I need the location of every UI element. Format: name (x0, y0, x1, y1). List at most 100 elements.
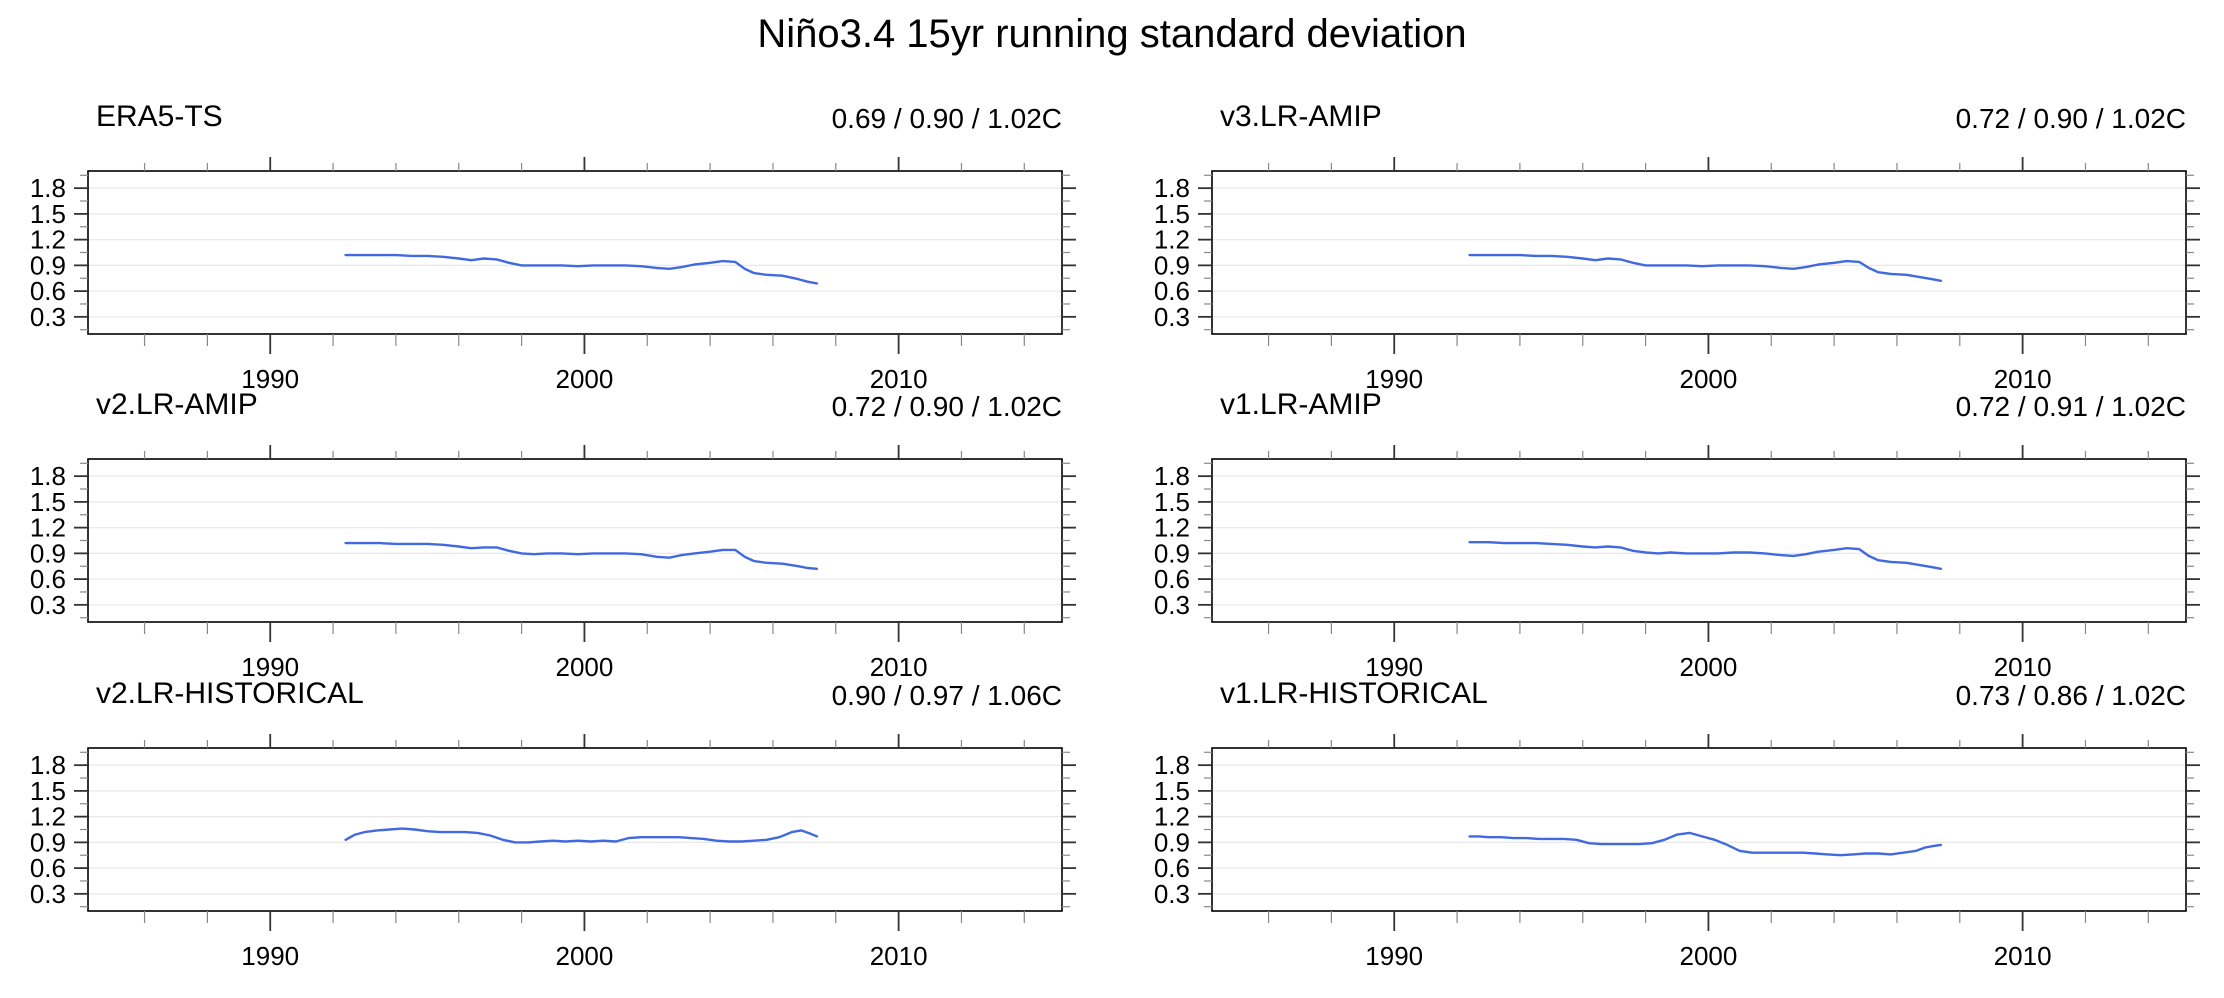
y-tick-label: 0.6 (30, 853, 66, 883)
gridlines (1212, 764, 2186, 895)
x-tick-label: 2000 (1680, 364, 1738, 394)
y-tick-label: 0.9 (30, 827, 66, 857)
tick-labels: 0.30.60.91.21.51.8 1990 2000 2010 (1154, 173, 2052, 394)
x-tick-label: 1990 (241, 364, 299, 394)
data-line (344, 253, 819, 285)
figure-title: Niño3.4 15yr running standard deviation (757, 12, 1467, 56)
plot-frame (1211, 170, 2187, 335)
panel-stats: 0.73 / 0.86 / 1.02C (1955, 680, 2186, 711)
panel-stats: 0.72 / 0.90 / 1.02C (831, 391, 1062, 422)
panel-label: v2.LR-HISTORICAL (96, 677, 364, 710)
tick-labels: 0.30.60.91.21.51.8 1990 2000 2010 (1154, 750, 2052, 971)
axis-ticks (74, 734, 1076, 931)
chart-plot: 0.30.60.91.21.51.8 1990 2000 2010 (30, 445, 1076, 682)
gridlines (88, 187, 1062, 318)
gridlines (1212, 475, 2186, 606)
gridlines (1212, 187, 2186, 318)
axis-ticks (1198, 157, 2200, 354)
subplot-v3-lr-amip: v3.LR-AMIP 0.72 / 0.90 / 1.02C 0.3 0.6 0.9… (1124, 86, 2224, 399)
y-tick-label: 1.8 (1154, 750, 1190, 780)
y-tick-label: 0.3 (30, 879, 66, 909)
x-tick-label: 2000 (1680, 941, 1738, 971)
axis-ticks (74, 445, 1076, 642)
y-tick-label: 0.3 (1154, 879, 1190, 909)
y-tick-label: 0.3 (1154, 302, 1190, 332)
x-tick-label: 2010 (1994, 652, 2052, 682)
chart-plot: 0.30.60.91.21.51.8 1990 2000 2010 (30, 734, 1076, 971)
y-tick-label: 1.2 (1154, 513, 1190, 543)
y-tick-label: 1.8 (30, 173, 66, 203)
y-tick-label: 1.8 (30, 461, 66, 491)
chart-plot: 0.30.60.91.21.51.8 1990 2000 2010 (30, 157, 1076, 394)
y-tick-label: 1.5 (30, 776, 66, 806)
panel-label: v2.LR-AMIP (96, 388, 258, 421)
x-tick-label: 2010 (870, 652, 928, 682)
axis-ticks (1198, 734, 2200, 931)
y-tick-label: 1.5 (1154, 776, 1190, 806)
y-tick-label: 1.2 (30, 802, 66, 832)
tick-labels: 0.30.60.91.21.51.8 1990 2000 2010 (1154, 461, 2052, 682)
chart-plot: 0.30.60.91.21.51.8 1990 2000 2010 (1154, 734, 2200, 971)
y-tick-label: 0.6 (30, 564, 66, 594)
x-tick-label: 1990 (241, 941, 299, 971)
panel-stats: 0.69 / 0.90 / 1.02C (831, 103, 1062, 134)
x-tick-label: 2000 (556, 364, 614, 394)
y-tick-label: 1.2 (30, 513, 66, 543)
data-line (344, 827, 819, 844)
y-tick-label: 1.8 (30, 750, 66, 780)
x-tick-label: 2010 (870, 364, 928, 394)
y-tick-label: 0.3 (1154, 590, 1190, 620)
y-tick-label: 0.9 (30, 250, 66, 280)
panel-label: v1.LR-HISTORICAL (1220, 677, 1488, 710)
y-tick-label: 0.9 (1154, 538, 1190, 568)
plot-frame (87, 747, 1063, 912)
x-tick-label: 2010 (1994, 941, 2052, 971)
chart-plot: 0.30.60.91.21.51.8 1990 2000 2010 (1154, 445, 2200, 682)
data-line (1468, 253, 1943, 283)
gridlines (88, 764, 1062, 895)
x-tick-label: 1990 (241, 652, 299, 682)
y-tick-label: 1.2 (1154, 225, 1190, 255)
y-tick-label: 1.2 (30, 225, 66, 255)
x-tick-label: 2010 (870, 941, 928, 971)
plot-frame (1211, 747, 2187, 912)
plot-frame (87, 458, 1063, 623)
panel-label: v3.LR-AMIP (1220, 100, 1382, 133)
subplot-v2-lr-historical: v2.LR-HISTORICAL 0.90 / 0.97 / 1.06C 0.3… (0, 663, 1100, 976)
y-tick-label: 0.9 (1154, 827, 1190, 857)
y-tick-label: 1.5 (1154, 199, 1190, 229)
panel-label: v1.LR-AMIP (1220, 388, 1382, 421)
tick-labels: 0.30.60.91.21.51.8 1990 2000 2010 (30, 173, 928, 394)
axis-ticks (74, 157, 1076, 354)
panel-stats: 0.72 / 0.91 / 1.02C (1955, 391, 2186, 422)
y-tick-label: 0.6 (30, 276, 66, 306)
axis-ticks (1198, 445, 2200, 642)
x-tick-label: 1990 (1365, 364, 1423, 394)
gridlines (88, 475, 1062, 606)
y-tick-label: 0.6 (1154, 564, 1190, 594)
y-tick-label: 1.8 (1154, 461, 1190, 491)
x-tick-label: 2000 (1680, 652, 1738, 682)
data-line (344, 541, 819, 571)
y-tick-label: 1.8 (1154, 173, 1190, 203)
subplot-era5-ts: ERA5-TS 0.69 / 0.90 / 1.02C 0.3 0.6 0.9 1.2… (0, 86, 1100, 399)
y-tick-label: 0.3 (30, 590, 66, 620)
x-tick-label: 1990 (1365, 652, 1423, 682)
plot-frame (1211, 458, 2187, 623)
plot-frame (87, 170, 1063, 335)
x-tick-label: 1990 (1365, 941, 1423, 971)
y-tick-label: 1.5 (30, 199, 66, 229)
y-tick-label: 0.3 (30, 302, 66, 332)
panel-stats: 0.90 / 0.97 / 1.06C (831, 680, 1062, 711)
panel-stats: 0.72 / 0.90 / 1.02C (1955, 103, 2186, 134)
y-tick-label: 0.6 (1154, 853, 1190, 883)
x-tick-label: 2000 (556, 941, 614, 971)
y-tick-label: 0.9 (1154, 250, 1190, 280)
y-tick-label: 1.2 (1154, 802, 1190, 832)
tick-labels: 0.30.60.91.21.51.8 1990 2000 2010 (30, 750, 928, 971)
y-tick-label: 0.9 (30, 538, 66, 568)
tick-labels: 0.30.60.91.21.51.8 1990 2000 2010 (30, 461, 928, 682)
x-tick-label: 2000 (556, 652, 614, 682)
panel-label: ERA5-TS (96, 100, 223, 133)
